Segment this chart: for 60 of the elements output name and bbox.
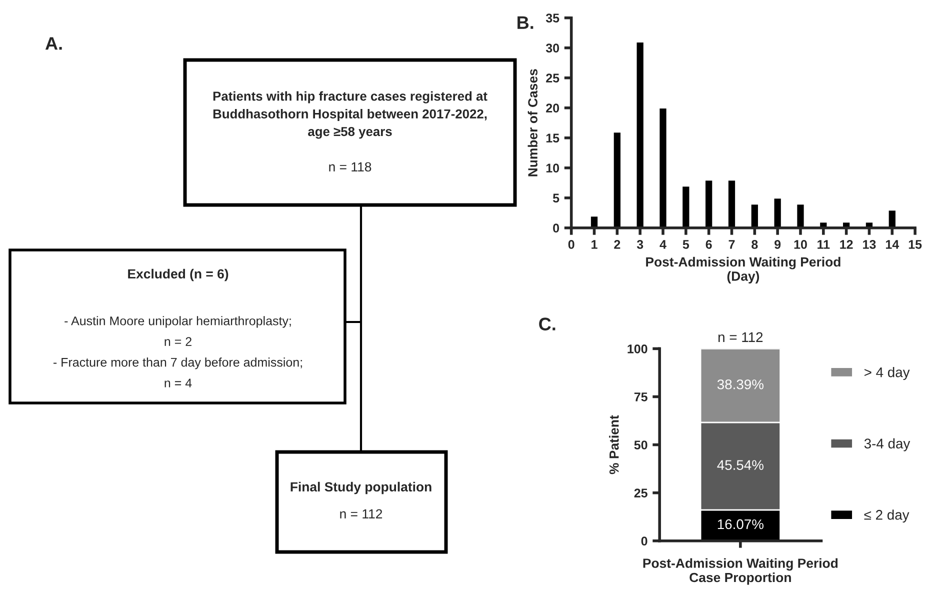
y-tick-label: 10 — [546, 164, 560, 173]
x-tick-label: 11 — [818, 240, 830, 249]
legend-label: > 4 day — [864, 367, 910, 380]
bar — [772, 197, 782, 228]
y-tick-label: 0 — [553, 224, 560, 233]
x-tick-label: 4 — [660, 240, 666, 249]
text: n = 118 — [329, 162, 372, 172]
data-label: 45.54% — [717, 460, 764, 470]
bar — [612, 131, 622, 228]
x-tick-label: 13 — [863, 240, 876, 249]
chart-title: C. — [539, 318, 556, 330]
text: Final Study population — [290, 482, 432, 494]
x-tick-label: 12 — [840, 240, 853, 249]
legend-label: ≤ 2 day — [864, 510, 910, 523]
bar — [796, 203, 806, 228]
y-axis-title: % Patient — [609, 415, 619, 474]
x-tick-label: 15 — [908, 240, 922, 249]
y-tick-label: 25 — [546, 74, 560, 83]
bar — [590, 215, 599, 228]
x-tick-label: 7 — [728, 240, 735, 249]
text: n = 112 — [718, 332, 763, 342]
y-tick-label: 75 — [634, 392, 648, 402]
text: A. — [45, 37, 62, 50]
bar — [681, 185, 691, 228]
text: - Austin Moore unipolar hemiarthroplasty; n = 2 - Fracture more than 7 day before admission; n = 4 — [54, 316, 302, 388]
text: n = 112 — [340, 509, 382, 518]
x-tick-label: 1 — [592, 240, 598, 249]
y-tick-label: 5 — [552, 194, 560, 203]
x-tick-label: 14 — [886, 240, 900, 249]
x-tick-label: 6 — [706, 240, 712, 249]
legend-label: 3-4 day — [864, 438, 910, 452]
x-tick-label: 10 — [794, 240, 807, 249]
x-axis-title: Post-Admission Waiting Period (Day) — [646, 256, 840, 284]
x-tick-label: 9 — [774, 240, 781, 249]
x-tick-label: 0 — [568, 240, 574, 249]
y-tick-label: 50 — [634, 440, 648, 450]
data-label: 16.07% — [718, 519, 764, 530]
chart-title: B. — [518, 16, 534, 29]
bar — [635, 41, 645, 228]
text: Patients with hip fracture cases registered at Buddhasothorn Hospital between 2017-2022, age ≥58 years — [213, 91, 488, 139]
x-tick-label: 2 — [614, 240, 620, 249]
x-tick-label: 5 — [682, 240, 690, 249]
bar — [727, 179, 736, 228]
bar — [750, 203, 760, 228]
bar — [658, 107, 668, 228]
x-tick-label: 8 — [752, 240, 758, 249]
y-tick-label: 15 — [546, 134, 560, 143]
bar — [704, 179, 714, 228]
text: Excluded (n = 6) — [128, 268, 228, 282]
y-tick-label: 25 — [634, 488, 648, 498]
y-tick-label: 30 — [546, 44, 560, 53]
y-tick-label: 35 — [546, 14, 560, 23]
y-tick-label: 0 — [641, 536, 648, 546]
y-tick-label: 100 — [628, 344, 648, 354]
bar — [887, 209, 897, 228]
y-tick-label: 20 — [546, 104, 560, 113]
x-axis-title: Post-Admission Waiting Period Case Proportion — [643, 558, 838, 585]
data-label: 38.39% — [717, 379, 764, 390]
y-axis-title: Number of Cases — [528, 69, 538, 176]
x-tick-label: 3 — [636, 240, 644, 249]
